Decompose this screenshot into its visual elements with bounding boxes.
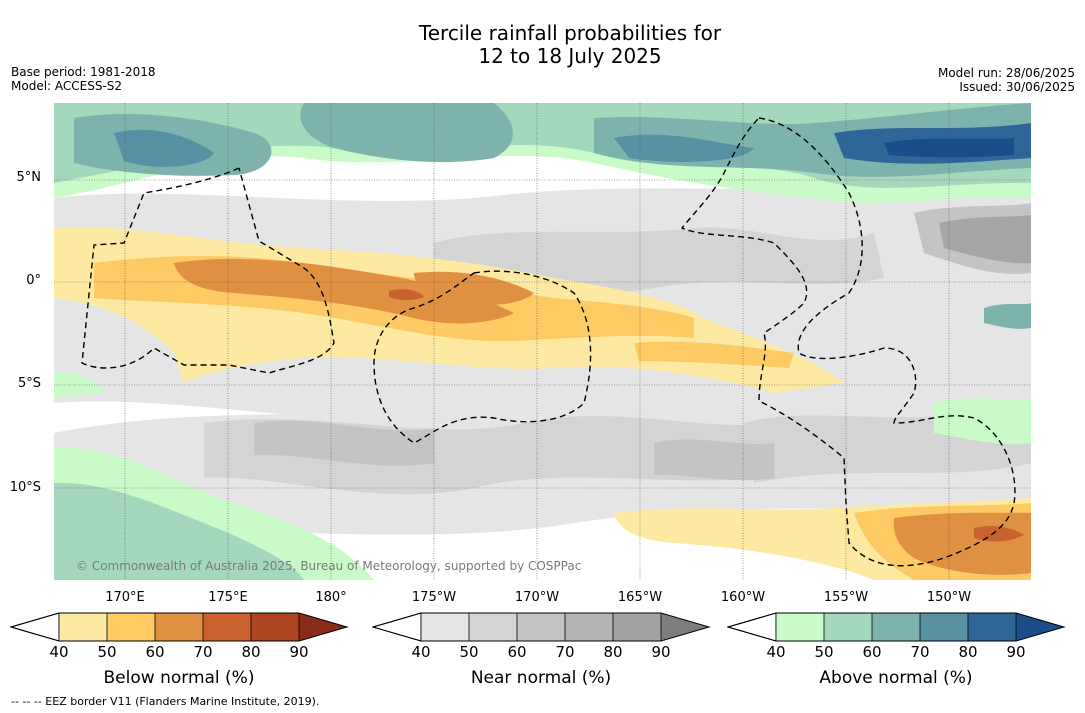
colorbar-near-normal bbox=[372, 612, 711, 642]
colorbar-below-segment-50 bbox=[107, 613, 155, 641]
model-info: Base period: 1981-2018 Model: ACCESS-S2 bbox=[11, 65, 156, 93]
colorbar-below-tick: 90 bbox=[289, 643, 309, 661]
colorbar-below-tick: 80 bbox=[241, 643, 261, 661]
colorbar-below-dividers bbox=[58, 613, 300, 641]
colorbar-near-dividers bbox=[420, 613, 662, 641]
copyright-notice: © Commonwealth of Australia 2025, Bureau… bbox=[76, 559, 582, 573]
colorbar-near-segment-60 bbox=[517, 613, 565, 641]
colorbar-near-segment-50 bbox=[469, 613, 517, 641]
above-normal-north-70-b bbox=[614, 134, 754, 162]
colorbar-near-tick: 50 bbox=[459, 643, 479, 661]
colorbar-above-segment-60 bbox=[872, 613, 920, 641]
colorbar-below-upper-extension bbox=[299, 613, 347, 641]
run-info: Model run: 28/06/2025 Issued: 30/06/2025 bbox=[938, 66, 1075, 94]
colorbar-near-tick: 40 bbox=[411, 643, 431, 661]
colorbar-near-tick: 80 bbox=[603, 643, 623, 661]
colorbar-below-tick: 50 bbox=[97, 643, 117, 661]
map-canvas bbox=[54, 103, 1031, 580]
colorbar-above-normal bbox=[727, 612, 1066, 642]
colorbar-near-segment-70 bbox=[565, 613, 613, 641]
colorbar-near-upper-extension bbox=[661, 613, 709, 641]
lon-label-160w: 160°W bbox=[720, 590, 766, 605]
colorbar-below-normal bbox=[10, 612, 349, 642]
lat-label-0: 0° bbox=[26, 273, 41, 288]
lon-label-175w: 175°W bbox=[411, 590, 457, 605]
colorbar-above-segment-40 bbox=[776, 613, 824, 641]
title-line-2: 12 to 18 July 2025 bbox=[478, 44, 662, 68]
colorbar-above-tick: 90 bbox=[1006, 643, 1026, 661]
near-normal-60-b bbox=[254, 420, 434, 466]
colorbar-above-tick: 60 bbox=[862, 643, 882, 661]
colorbar-below-tick: 40 bbox=[49, 643, 69, 661]
lon-label-170w: 170°W bbox=[514, 590, 560, 605]
colorbar-near-segment-40 bbox=[421, 613, 469, 641]
base-period: Base period: 1981-2018 bbox=[11, 65, 156, 79]
colorbar-above-tick: 50 bbox=[814, 643, 834, 661]
colorbar-below-tick: 60 bbox=[145, 643, 165, 661]
eez-border-tuvalu-tokelau bbox=[373, 270, 592, 444]
colorbar-above-tick: 80 bbox=[958, 643, 978, 661]
below-normal-central-70 bbox=[389, 289, 424, 300]
colorbar-above-segment-50 bbox=[824, 613, 872, 641]
colorbar-near-lower-extension bbox=[372, 612, 422, 642]
colorbar-above-lower-extension bbox=[727, 612, 777, 642]
colorbar-above-tick: 70 bbox=[910, 643, 930, 661]
colorbar-near-tick: 70 bbox=[555, 643, 575, 661]
lat-label-10s: 10°S bbox=[9, 480, 41, 495]
lat-label-5s: 5°S bbox=[17, 376, 41, 391]
lon-label-175e: 175°E bbox=[208, 590, 248, 605]
colorbar-above-title: Above normal (%) bbox=[819, 668, 973, 688]
lon-label-180: 180° bbox=[315, 590, 347, 605]
lon-label-155w: 155°W bbox=[823, 590, 869, 605]
colorbar-below-tick: 70 bbox=[193, 643, 213, 661]
model-run: Model run: 28/06/2025 bbox=[937, 66, 1075, 80]
below-normal-central-50-b bbox=[634, 341, 794, 368]
near-normal-70-a bbox=[939, 215, 1031, 264]
colorbar-near-tick: 90 bbox=[651, 643, 671, 661]
near-normal-60-c bbox=[654, 439, 774, 481]
above-normal-north-60-b bbox=[300, 103, 513, 163]
eez-borders bbox=[81, 117, 1016, 567]
colorbar-above-dividers bbox=[775, 613, 1017, 641]
colorbar-below-segment-60 bbox=[155, 613, 203, 641]
issued-date: Issued: 30/06/2025 bbox=[959, 80, 1075, 94]
title-line-1: Tercile rainfall probabilities for bbox=[418, 21, 722, 45]
eez-border-kiribati-gilbert bbox=[81, 167, 335, 374]
eez-footnote: -- -- -- EEZ border V11 (Flanders Marine… bbox=[11, 695, 320, 708]
above-normal-north-90 bbox=[884, 138, 1014, 158]
below-normal-central-60-b bbox=[414, 271, 534, 305]
map-title: Tercile rainfall probabilities for 12 to… bbox=[0, 22, 1085, 68]
above-normal-southeast bbox=[934, 398, 1031, 445]
colorbar-below-segment-40 bbox=[59, 613, 107, 641]
colorbar-above-tick: 40 bbox=[766, 643, 786, 661]
colorbar-above-segment-70 bbox=[920, 613, 968, 641]
above-normal-southwest-50 bbox=[54, 482, 304, 580]
colorbar-above-upper-extension bbox=[1016, 613, 1064, 641]
lon-label-165w: 165°W bbox=[617, 590, 663, 605]
above-normal-north-70-a bbox=[114, 129, 214, 167]
colorbar-near-tick: 60 bbox=[507, 643, 527, 661]
colorbar-below-title: Below normal (%) bbox=[103, 668, 255, 688]
colorbar-below-lower-extension bbox=[10, 612, 60, 642]
colorbar-above-segment-80 bbox=[968, 613, 1016, 641]
lon-label-150w: 150°W bbox=[926, 590, 972, 605]
above-normal-east-patch bbox=[984, 303, 1031, 329]
probability-map bbox=[54, 103, 1031, 580]
colorbar-near-title: Near normal (%) bbox=[470, 668, 612, 688]
colorbar-below-segment-80 bbox=[251, 613, 299, 641]
eez-border-line-islands bbox=[680, 117, 1016, 567]
lat-label-5n: 5°N bbox=[16, 170, 42, 185]
lon-label-170e: 170°E bbox=[105, 590, 145, 605]
colorbar-near-segment-80 bbox=[613, 613, 661, 641]
model-name: Model: ACCESS-S2 bbox=[11, 79, 123, 93]
below-normal-central-60 bbox=[174, 258, 514, 324]
colorbar-below-segment-70 bbox=[203, 613, 251, 641]
